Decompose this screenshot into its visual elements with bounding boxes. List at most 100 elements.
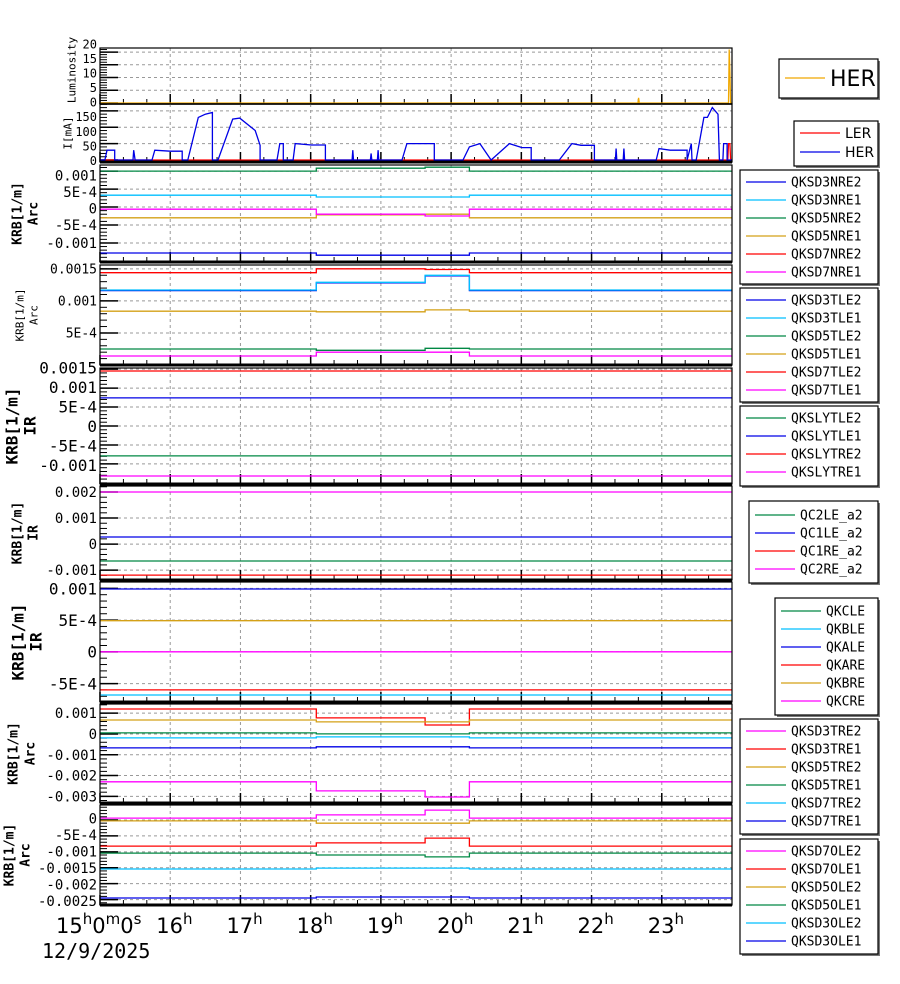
legend-box	[739, 838, 879, 955]
legend	[748, 500, 880, 585]
series-line-QKSD3TRE2	[100, 781, 732, 798]
series-line-QKSD3TRE1	[100, 708, 732, 726]
legend-label: QKSD7OLE1	[791, 863, 861, 878]
y-tick-label: -5E-4	[49, 674, 97, 693]
legend-label: QKSD5TLE1	[791, 348, 861, 363]
legend-box	[739, 405, 879, 487]
x-tick-label-part: m	[106, 910, 121, 928]
plot-frame	[99, 703, 733, 804]
legend-label: QKSD3TRE1	[791, 743, 861, 758]
legend-entries-4: QKSLYTLE2 QKSLYTLE1 QKSLYTRE2 QKSLYTRE1	[746, 412, 861, 481]
legend	[739, 169, 880, 286]
y-tick-label: 0.001	[49, 579, 97, 598]
y-tick-label: -0.001	[39, 456, 97, 475]
legend-label: LER	[845, 126, 872, 142]
legend-label: QKSD3TRE2	[791, 725, 861, 740]
series-line-QKSD7TLE2	[100, 268, 732, 274]
series-line-QKSD7OLE2	[100, 809, 732, 819]
legend	[793, 120, 880, 168]
series-line-QKSD5TRE1	[100, 732, 732, 735]
y-axis-label: Arc	[24, 742, 39, 765]
legend-label: QKSLYTRE1	[791, 466, 861, 481]
legend-label: QKSD5TRE1	[791, 779, 861, 794]
legend-label: QKSD7NRE2	[791, 248, 861, 263]
y-tick-label: 5	[90, 81, 97, 95]
series-line-QKSD3NRE1	[100, 194, 732, 198]
series-line-QKSD3NRE2	[100, 252, 732, 256]
y-tick-label: 5E-4	[58, 611, 97, 630]
x-tick-label-part: h	[323, 910, 333, 928]
y-tick-label: -0.001	[46, 563, 97, 579]
x-tick-label: 21h	[507, 910, 543, 938]
y-tick-label: -0.001	[46, 844, 97, 860]
x-tick-label: 15h0m0s	[56, 910, 142, 938]
x-tick-label-part: 15	[56, 914, 83, 938]
legend-label: HER	[830, 67, 876, 92]
y-tick-label: -5E-4	[55, 828, 97, 844]
panel-5: 0.002 0.001 0 -0.001 KRB[1/m] IR	[11, 485, 880, 585]
y-tick-label: 100	[75, 125, 97, 139]
series-line-QKSD3OLE1	[100, 896, 732, 899]
x-tick-label: 18h	[297, 910, 333, 938]
legend-box	[739, 287, 879, 403]
y-axis-label: KRB[1/m]	[9, 603, 28, 680]
legend-label: QKSD7TLE2	[791, 366, 861, 381]
legend	[739, 405, 880, 488]
y-axis-label: KRB[1/m]	[11, 502, 26, 565]
y-tick-label: -0.002	[46, 769, 97, 785]
legend-entries-7: QKSD3TRE2 QKSD3TRE1 QKSD5TRE2 QKSD5TRE1 QKSD…	[746, 725, 861, 830]
legend-entries-8: QKSD7OLE2 QKSD7OLE1 QKSD5OLE2 QKSD5OLE1 QKSD…	[746, 845, 861, 950]
y-axis-label: KRB[1/m]	[3, 387, 22, 464]
plot-frame	[99, 164, 733, 263]
legend-label: QKSD5OLE1	[791, 899, 861, 914]
x-tick-label-part: 16	[156, 914, 183, 938]
y-tick-label: 0	[90, 154, 97, 168]
y-tick-label: 0	[89, 811, 97, 827]
y-tick-label: 0.001	[55, 168, 97, 184]
y-tick-label: -0.0025	[38, 894, 97, 910]
legend-label: QKSD3NRE2	[791, 176, 861, 191]
legend	[739, 287, 880, 404]
y-tick-label: 0.0015	[50, 263, 97, 278]
y-axis-label: KRB[1/m]	[14, 289, 27, 342]
y-axis-label: KRB[1/m]	[7, 722, 22, 785]
panel-7: 0.001 0 -0.001 -0.002 -0.003 KRB[1/m] Arc	[7, 703, 880, 836]
series-line-QKSD5NRE2	[100, 166, 732, 172]
y-axis-label: IR	[21, 416, 40, 436]
legend-label: QC1LE_a2	[800, 527, 863, 542]
legend-label: QKSD5NRE1	[791, 230, 861, 245]
y-tick-label: 0.001	[49, 378, 97, 397]
y-tick-label: -0.002	[46, 878, 97, 894]
y-tick-label: 5E-4	[63, 185, 97, 201]
x-tick-label-part: h	[464, 910, 474, 928]
x-tick-label: 23h	[648, 910, 684, 938]
legend-label: QKALE	[826, 641, 865, 656]
x-tick-label-part: h	[675, 910, 685, 928]
legend-label: QC1RE_a2	[800, 545, 863, 560]
legend-label: QKSD3OLE2	[791, 917, 861, 932]
legend-box	[774, 597, 879, 716]
series-line-HER	[100, 49, 732, 104]
legend-box	[739, 718, 879, 835]
x-tick-label-part: 17	[226, 914, 253, 938]
y-tick-label: 0.001	[58, 295, 97, 310]
legend-entries-3: QKSD3TLE2 QKSD3TLE1 QKSD5TLE2 QKSD5TLE1 QKSD…	[746, 294, 861, 399]
y-tick-label: 50	[83, 139, 97, 153]
legend-label: QKSLYTLE1	[791, 430, 861, 445]
x-tick-label: 20h	[437, 910, 473, 938]
legend-entries-2: QKSD3NRE2 QKSD3NRE1 QKSD5NRE2 QKSD5NRE1 QKSD…	[746, 176, 861, 281]
y-axis-label: KRB[1/m]	[3, 824, 18, 887]
plot-frame	[99, 485, 733, 581]
y-axis-label: Arc	[28, 305, 41, 325]
y-axis-label: KRB[1/m]	[11, 182, 26, 245]
x-tick-label-part: 22	[578, 914, 605, 938]
y-tick-label: -0.001	[46, 236, 97, 252]
legend-label: HER	[845, 145, 874, 161]
x-tick-label-part: h	[83, 910, 93, 928]
y-tick-label: -5E-4	[49, 437, 97, 456]
x-axis-date: 12/9/2025	[42, 939, 150, 963]
panel-6: 0.001 5E-4 0 -5E-4 KRB[1/m] IR	[9, 579, 880, 717]
